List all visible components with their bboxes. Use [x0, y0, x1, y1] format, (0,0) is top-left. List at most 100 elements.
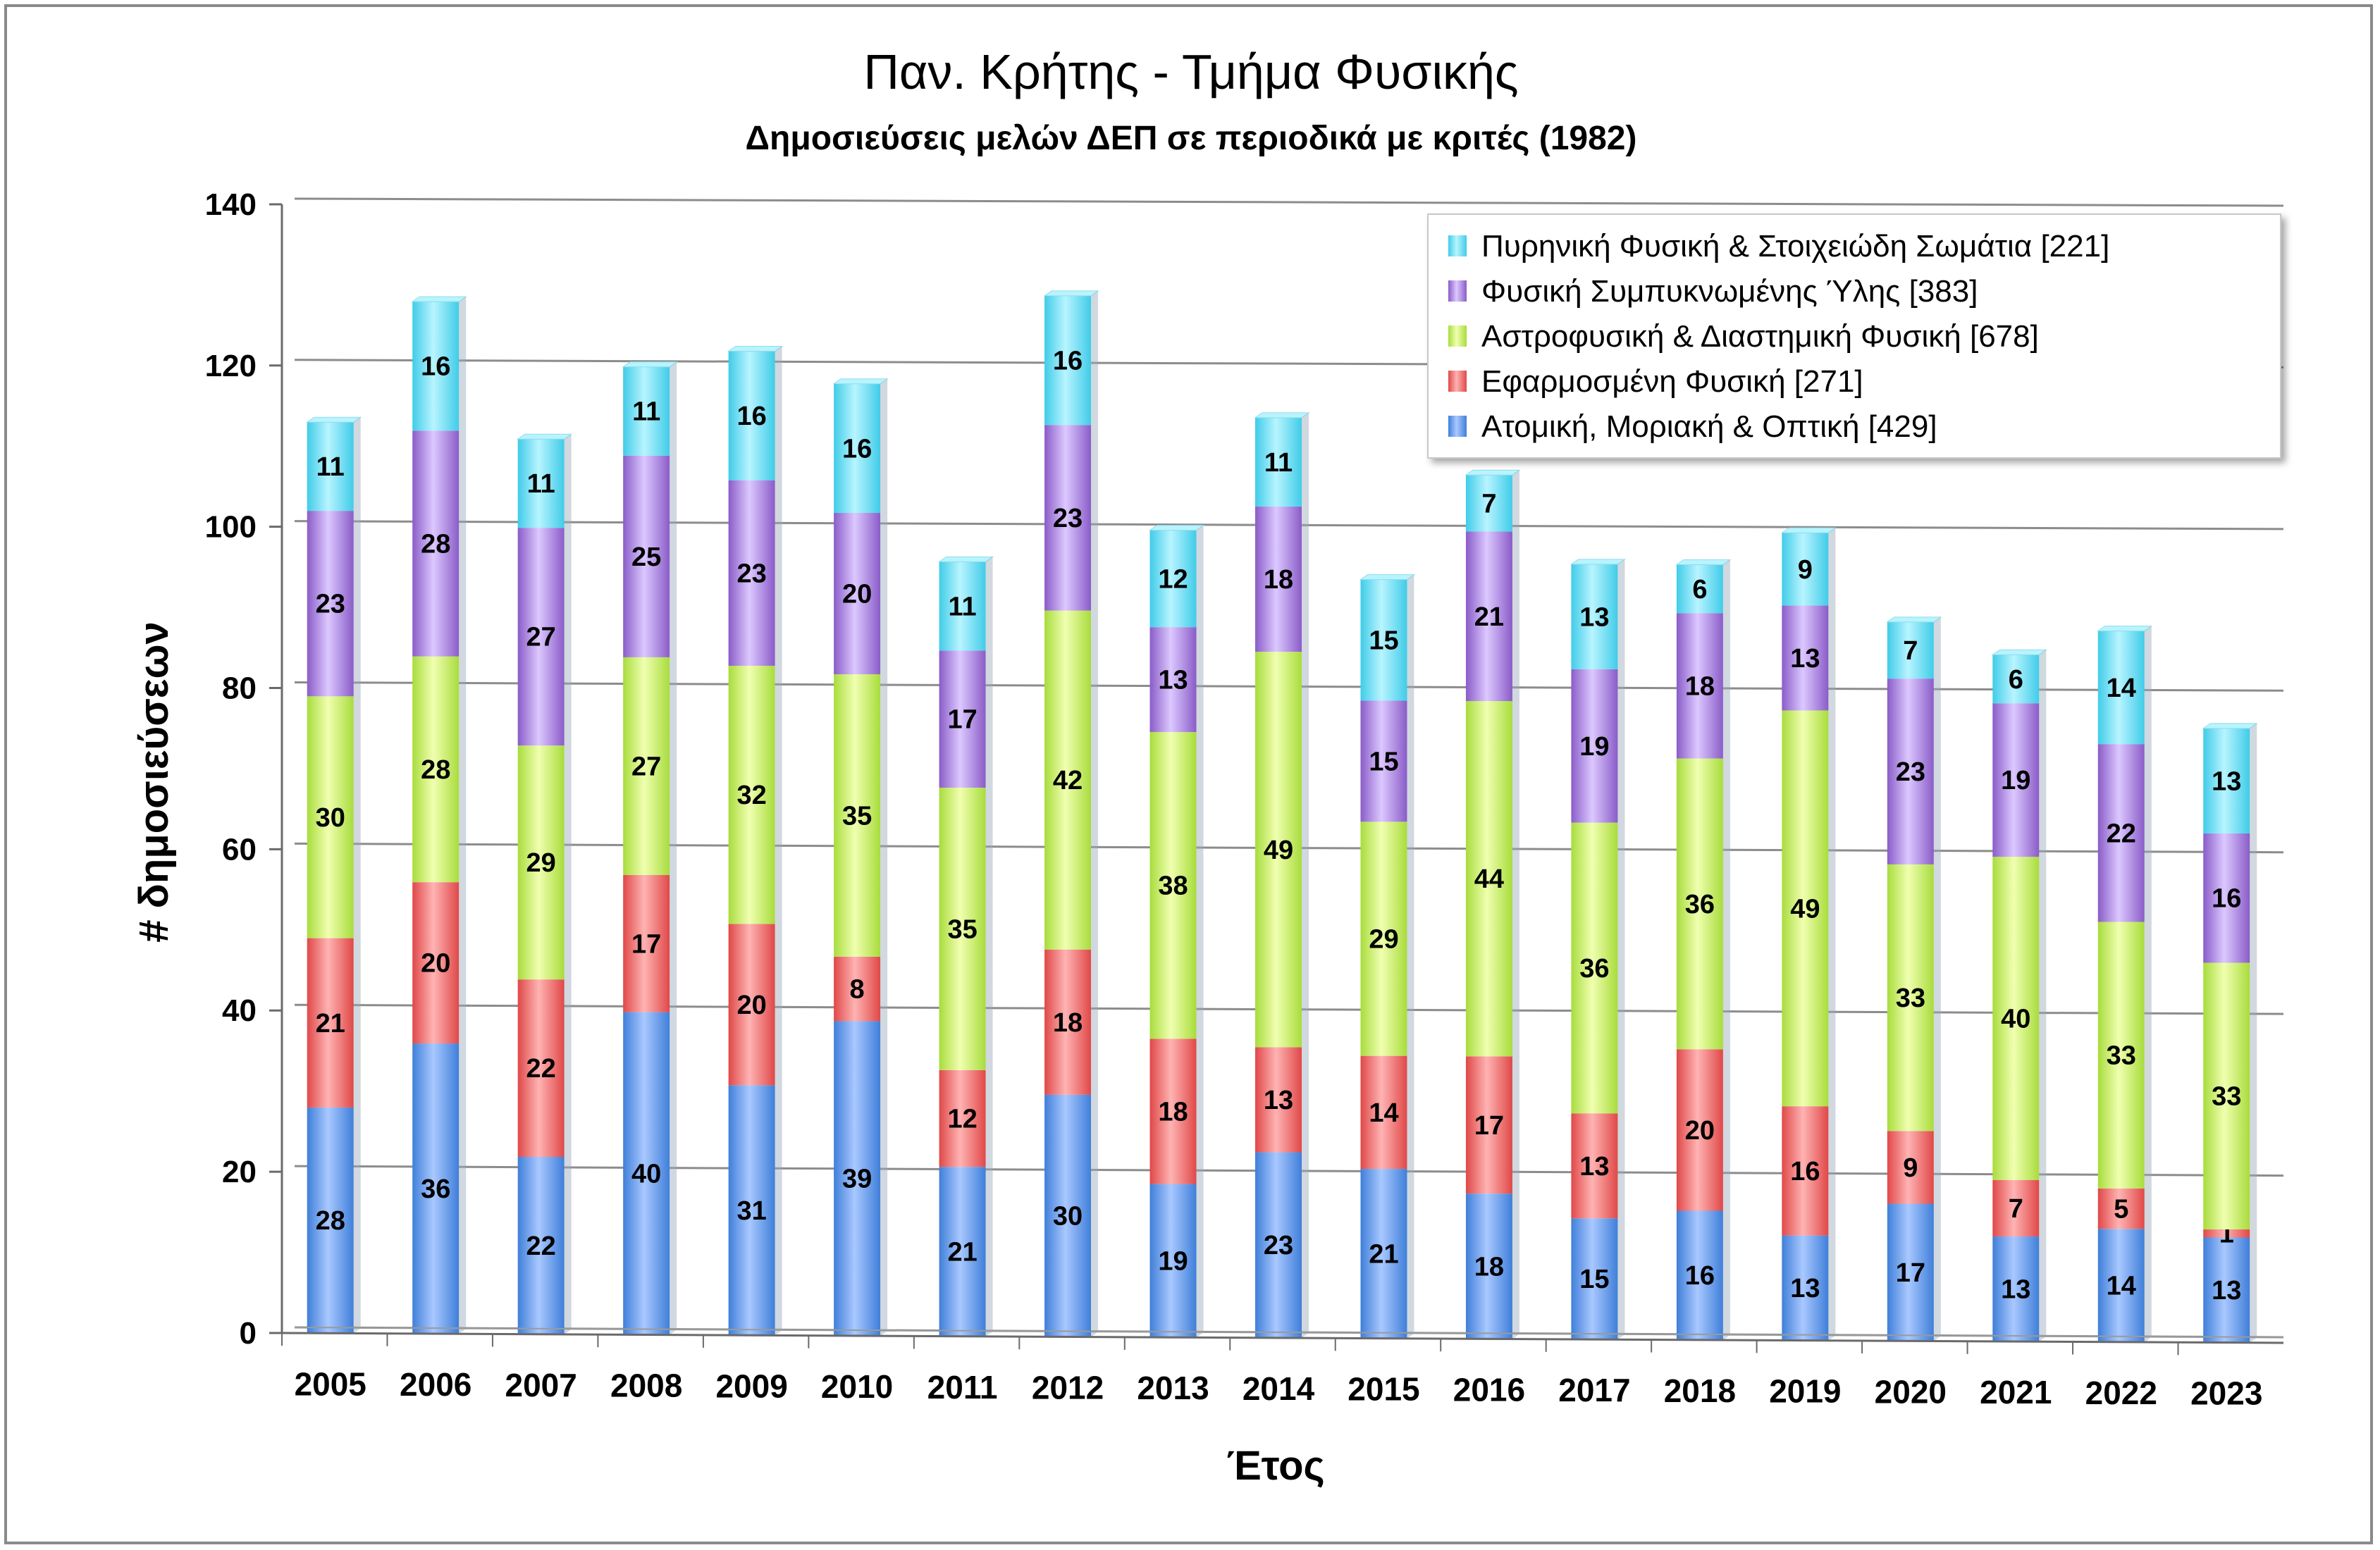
bar-segment	[939, 1167, 986, 1337]
x-tick-label: 2017	[1558, 1372, 1630, 1408]
x-tick-label: 2012	[1032, 1369, 1104, 1406]
bar-segment	[1676, 564, 1723, 614]
data-label: 17	[1474, 1111, 1504, 1141]
bar-segment	[1360, 1055, 1407, 1170]
bars: 28 21 30 23 11 36 20 28 28 16 22 22 29 27 11 40 17 27 25 11…	[306, 290, 2258, 1343]
bar-segment	[2203, 962, 2250, 1230]
bar-side-face	[1617, 559, 1625, 1340]
data-label: 33	[1896, 984, 1925, 1013]
data-label: 30	[1053, 1202, 1083, 1232]
bar-segment	[2097, 1229, 2145, 1342]
data-label: 5	[2114, 1195, 2128, 1224]
bar-segment	[834, 513, 881, 675]
data-label: 13	[2001, 1275, 2030, 1305]
bar-top-cap	[2097, 626, 2153, 632]
data-label: 20	[1685, 1116, 1715, 1146]
data-label: 11	[948, 592, 976, 621]
legend-box	[1427, 213, 2281, 459]
data-label: 35	[842, 801, 872, 831]
bar-segment	[412, 1043, 460, 1334]
bar-top-cap	[2202, 723, 2258, 729]
y-tick-label: 60	[222, 832, 257, 867]
bar-segment	[412, 302, 460, 431]
data-label: 27	[526, 623, 556, 652]
bar-segment	[728, 480, 775, 666]
bar-top-cap	[832, 378, 889, 385]
data-label: 21	[947, 1238, 977, 1267]
bar-side-face	[1722, 559, 1730, 1340]
data-label: 31	[736, 1196, 766, 1226]
bar-side-face	[459, 297, 467, 1334]
data-label: 30	[316, 803, 345, 833]
bar-segment	[1360, 579, 1407, 701]
x-tick-label: 2010	[821, 1368, 893, 1405]
legend-label: Πυρηνική Φυσική & Στοιχειώδη Σωμάτια [22…	[1481, 229, 2109, 264]
y-tick-label: 80	[222, 671, 257, 706]
bar-side-face	[2250, 723, 2257, 1343]
data-label: 23	[316, 590, 345, 619]
bar-segment	[1571, 564, 1618, 669]
legend-swatch	[1448, 416, 1467, 437]
bar-side-face	[985, 557, 993, 1337]
bar-segment	[939, 787, 986, 1070]
data-label: 13	[1790, 1274, 1820, 1303]
bar-segment	[2097, 744, 2145, 922]
bar-segment	[1676, 613, 1723, 759]
bar-side-face	[1302, 412, 1309, 1338]
bar-segment	[2203, 1237, 2250, 1343]
bar-side-face	[564, 434, 572, 1334]
chart-title: Παν. Κρήτης - Τμήμα Φυσικής	[863, 44, 1518, 99]
data-label: 16	[1685, 1261, 1715, 1291]
x-axis-line	[281, 1332, 2284, 1344]
bar-top-cap	[411, 296, 467, 302]
bar-segment	[1255, 417, 1302, 507]
bar-segment	[1782, 533, 1829, 606]
data-label: 44	[1474, 864, 1504, 894]
data-label: 16	[736, 402, 766, 431]
bar-segment	[1255, 1152, 1302, 1338]
data-label: 15	[1369, 747, 1398, 776]
bar-segment	[517, 1156, 565, 1334]
data-label: 18	[1158, 1097, 1188, 1127]
data-label: 11	[632, 397, 660, 427]
data-label: 42	[1053, 766, 1083, 795]
bar-segment	[412, 430, 460, 657]
data-label: 12	[1158, 564, 1188, 594]
bar-segment	[517, 745, 565, 980]
data-label: 23	[1896, 757, 1925, 787]
y-tick-label: 20	[222, 1155, 257, 1189]
data-label: 23	[1053, 504, 1083, 533]
data-label: 20	[736, 991, 766, 1020]
data-label: 18	[1474, 1252, 1504, 1282]
stacked-bar-chart: 28 21 30 23 11 36 20 28 28 16 22 22 29 27 11 40 17 27 25 11…	[131, 44, 2284, 1489]
data-label: 40	[2001, 1004, 2030, 1034]
bar-segment	[1992, 857, 2040, 1180]
bar-segment	[2097, 1188, 2145, 1229]
bar-segment	[2203, 1229, 2250, 1238]
bar-segment	[517, 528, 565, 746]
legend-swatch	[1448, 371, 1467, 392]
bar-segment	[834, 674, 881, 957]
bar-side-face	[1828, 528, 1836, 1341]
data-label: 39	[842, 1165, 872, 1194]
data-label: 14	[1369, 1098, 1398, 1128]
data-label: 7	[1481, 489, 1496, 519]
bar-segment	[1571, 1113, 1618, 1219]
bar-segment	[623, 657, 670, 876]
y-tick-label: 100	[205, 510, 257, 545]
bar-stack-2012: 30 18 42 23 16	[1043, 290, 1099, 1337]
bar-segment	[2097, 922, 2145, 1189]
bar-top-cap	[1254, 412, 1310, 418]
bar-segment	[1676, 1049, 1723, 1211]
bar-segment	[1465, 1056, 1512, 1194]
bar-stack-2009: 31 20 32 23 16	[727, 345, 784, 1336]
data-label: 23	[736, 559, 766, 588]
bar-top-cap	[1570, 559, 1627, 565]
data-label: 28	[316, 1206, 345, 1236]
data-label: 33	[2212, 1082, 2241, 1112]
bar-top-cap	[937, 556, 994, 562]
bar-segment	[623, 875, 670, 1012]
data-label: 29	[526, 848, 556, 878]
bar-side-face	[1512, 470, 1519, 1339]
